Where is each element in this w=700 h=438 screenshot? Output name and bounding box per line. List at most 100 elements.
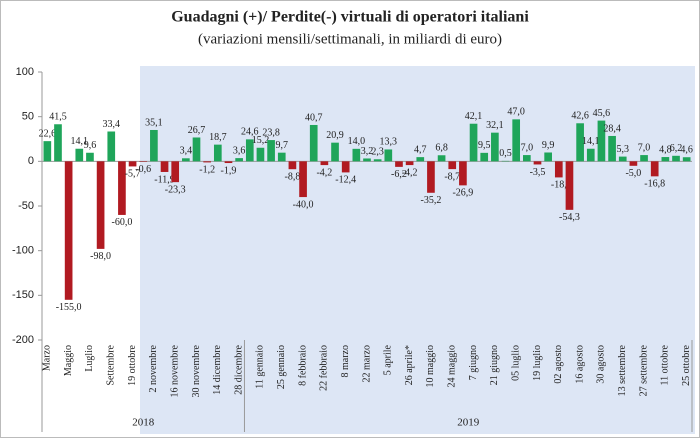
x-tick-label: 25 gennaio (276, 345, 287, 389)
value-label: 40,7 (305, 112, 323, 123)
bar (554, 161, 563, 178)
chart-title: Guadagni (+)/ Perdite(-) virtuali di ope… (171, 9, 529, 26)
value-label: 14,1 (582, 136, 600, 147)
bar (512, 119, 521, 162)
value-label: -4,2 (316, 167, 332, 178)
value-label: -12,4 (335, 175, 356, 186)
bar (299, 161, 307, 198)
y-tick-label: -50 (18, 200, 34, 212)
bar (331, 142, 339, 162)
bar (405, 161, 414, 166)
x-tick-label: Maggio (63, 345, 74, 376)
bar (523, 155, 531, 162)
x-tick-label: 11 gennaio (255, 345, 266, 389)
bar (86, 152, 94, 162)
value-label: 20,9 (326, 130, 344, 141)
bar (64, 161, 73, 300)
value-label: -35,2 (421, 195, 442, 206)
value-label: 33,4 (103, 119, 121, 130)
bar (118, 161, 126, 215)
value-label: 47,0 (507, 107, 525, 118)
value-label: 2,3 (371, 147, 384, 158)
group-label: 2019 (457, 417, 480, 429)
value-label: -23,3 (165, 184, 186, 195)
bar (597, 120, 606, 162)
bar (213, 144, 222, 162)
value-label: 3,6 (233, 145, 246, 156)
bar (256, 147, 265, 162)
bar (267, 140, 275, 162)
x-tick-label: 22 febbraio (319, 345, 330, 391)
bar (384, 149, 393, 162)
value-label: 9,7 (276, 140, 289, 151)
x-tick-label: 10 maggio (425, 345, 436, 388)
x-tick-label: 19 ottobre (127, 344, 138, 385)
bar (480, 152, 489, 162)
x-tick-label: 16 novembre (169, 344, 180, 397)
value-label: 4,7 (414, 144, 427, 155)
group-label: 2018 (132, 417, 155, 429)
value-label: -5,7 (125, 169, 141, 180)
value-label: 28,4 (603, 123, 621, 134)
highlight-band (140, 66, 695, 434)
x-tick-label: 26 aprile* (404, 345, 415, 385)
value-label: 41,5 (49, 112, 67, 123)
chart-subtitle: (variazioni mensili/settimanali, in mili… (198, 31, 502, 47)
bar (128, 161, 137, 167)
bar (544, 152, 552, 162)
value-label: 5,3 (616, 144, 629, 155)
bar (107, 131, 116, 162)
bar (277, 152, 286, 162)
x-tick-label: Marzo (42, 345, 53, 371)
value-label: 6,2 (670, 143, 683, 154)
bar (139, 161, 148, 162)
x-tick-label: 24 maggio (447, 345, 458, 388)
value-label: 9,6 (84, 140, 97, 151)
y-tick-label: 0 (28, 155, 34, 167)
bar (469, 123, 478, 162)
value-label: 32,1 (486, 120, 504, 131)
bar (608, 135, 616, 162)
value-label: -98,0 (90, 251, 111, 262)
bar (576, 123, 584, 162)
bar (395, 161, 403, 167)
bar (171, 161, 180, 183)
value-label: -8,8 (284, 171, 300, 182)
x-tick-label: 19 luglio (532, 345, 543, 381)
value-label: 9,5 (478, 140, 491, 151)
value-label: -1,9 (221, 165, 237, 176)
y-tick-label: -150 (12, 289, 34, 301)
bar (533, 161, 542, 165)
bar (160, 161, 169, 172)
bar (224, 161, 233, 164)
bar (650, 161, 659, 177)
bar (150, 129, 158, 162)
bar (341, 161, 350, 173)
value-label: 35,1 (145, 117, 163, 128)
value-label: 4,6 (680, 145, 693, 156)
bar (352, 148, 361, 162)
value-label: 45,6 (593, 108, 611, 119)
value-label: -4,2 (402, 167, 418, 178)
value-label: 42,6 (571, 111, 589, 122)
value-label: 4,8 (659, 144, 672, 155)
x-tick-label: 14 dicembre (212, 344, 223, 394)
bar (235, 158, 243, 162)
value-label: -1,2 (199, 165, 215, 176)
bar (75, 148, 84, 162)
y-tick-label: -200 (12, 334, 34, 346)
x-tick-label: 27 settembre (638, 344, 649, 396)
bar (661, 157, 670, 162)
value-label: 6,8 (435, 143, 448, 154)
value-label: 3,4 (180, 146, 193, 157)
value-label: -11,9 (154, 174, 174, 185)
value-label: -18, (551, 180, 567, 191)
y-tick-label: 100 (16, 66, 34, 78)
x-tick-label: 25 ottobre (681, 344, 692, 385)
bar (320, 161, 329, 166)
bar (373, 159, 382, 162)
x-tick-label: 2 novembre (148, 344, 159, 392)
value-label: 22,6 (39, 128, 57, 139)
value-label: 26,7 (188, 125, 206, 136)
